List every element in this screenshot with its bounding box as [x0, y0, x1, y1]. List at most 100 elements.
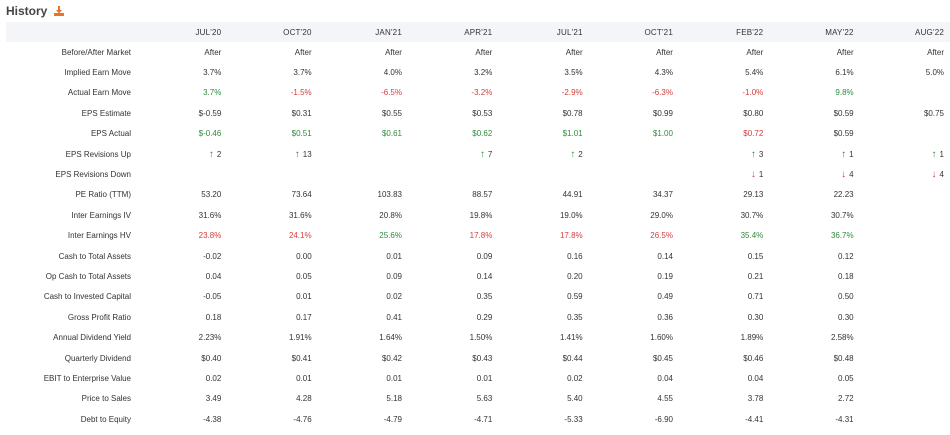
cell-value: 4.55: [657, 394, 673, 404]
cell-value: $0.46: [743, 353, 764, 363]
cell-value: 29.0%: [650, 210, 673, 220]
table-cell: -1.0%: [679, 83, 769, 103]
table-cell: 0.15: [679, 246, 769, 266]
table-cell: [860, 368, 950, 388]
cell-value: 5.18: [386, 394, 402, 404]
table-cell: 0.49: [589, 287, 679, 307]
table-cell: 0.19: [589, 266, 679, 286]
table-cell: $-0.59: [137, 103, 227, 123]
table-body: Before/After Market After After After After A…: [6, 42, 950, 429]
table-row: EPS Revisions Up ↑ 2 ↑ 13 ↑ 7 ↑ 2 ↑ 3 ↑ 1 ↑ 1: [6, 144, 950, 164]
table-cell: 29.13: [679, 185, 769, 205]
table-cell: [860, 266, 950, 286]
cell-value: -3.2%: [471, 88, 493, 98]
table-cell: 0.04: [589, 368, 679, 388]
table-cell: [860, 124, 950, 144]
cell-value: 1: [939, 149, 944, 159]
row-label: EPS Revisions Up: [65, 149, 131, 159]
table-row: Debt to Equity -4.38 -4.76 -4.79 -4.71 -5.33 -…: [6, 409, 950, 429]
table-cell: -4.76: [227, 409, 317, 429]
column-header: JUL'20: [195, 27, 222, 37]
cell-value: 0.18: [205, 312, 222, 322]
cell-value: 1.41%: [559, 333, 583, 343]
table-cell: 0.05: [227, 266, 317, 286]
history-header: History: [0, 0, 950, 22]
cell-value: 36.7%: [830, 231, 854, 241]
table-cell: ↑ 1: [769, 144, 859, 164]
table-cell: -4.41: [679, 409, 769, 429]
table-cell: 0.05: [769, 368, 859, 388]
cell-value: 22.23: [833, 190, 854, 200]
table-cell: 5.0%: [860, 62, 950, 82]
table-cell: 73.64: [227, 185, 317, 205]
table-cell: [589, 164, 679, 184]
cell-value: 4: [849, 170, 854, 180]
row-label: EPS Actual: [90, 129, 131, 139]
table-row: Before/After Market After After After After A…: [6, 42, 950, 62]
cell-value: 3.49: [205, 394, 222, 404]
row-label: PE Ratio (TTM): [75, 190, 131, 200]
cell-value: $0.72: [743, 129, 764, 139]
table-cell: 31.6%: [137, 205, 227, 225]
table-cell: -4.71: [408, 409, 498, 429]
table-cell: -0.02: [137, 246, 227, 266]
cell-value: 0.09: [476, 251, 493, 261]
cell-value: After: [656, 47, 673, 57]
table-cell: $0.43: [408, 348, 498, 368]
table-cell: -6.3%: [589, 83, 679, 103]
cell-value: 35.4%: [740, 231, 764, 241]
table-cell: [860, 205, 950, 225]
table-cell: After: [227, 42, 317, 62]
table-cell: $0.59: [769, 103, 859, 123]
table-cell: 0.59: [498, 287, 588, 307]
table-cell: 2.72: [769, 389, 859, 409]
header-row: JUL'20 OCT'20 JAN'21 APR'21 JUL'21 OCT'21 FEB'…: [6, 22, 950, 42]
cell-value: 0.30: [747, 312, 764, 322]
table-cell: 0.18: [137, 307, 227, 327]
cell-value: 30.7%: [830, 210, 854, 220]
cell-value: $-0.59: [198, 108, 222, 118]
cell-value: -0.02: [203, 251, 222, 261]
cell-value: 4.0%: [383, 68, 402, 78]
cell-value: After: [746, 47, 764, 57]
row-label: EPS Estimate: [81, 108, 131, 118]
cell-value: 5.63: [476, 394, 493, 404]
cell-value: $0.48: [833, 353, 854, 363]
cell-value: 0.35: [567, 312, 583, 322]
export-icon[interactable]: [53, 5, 65, 17]
table-cell: [860, 327, 950, 347]
table-cell: After: [318, 42, 408, 62]
table-cell: ↑ 13: [227, 144, 317, 164]
cell-value: 3.2%: [474, 68, 493, 78]
table-cell: 0.35: [498, 307, 588, 327]
table-cell: -4.79: [318, 409, 408, 429]
cell-value: $0.42: [381, 353, 402, 363]
cell-value: 24.1%: [288, 231, 312, 241]
cell-value: $0.59: [833, 108, 854, 118]
table-cell: 0.17: [227, 307, 317, 327]
table-cell: $1.01: [498, 124, 588, 144]
cell-value: 34.37: [652, 190, 673, 200]
table-cell: After: [498, 42, 588, 62]
table-cell: 0.50: [769, 287, 859, 307]
cell-value: 0.04: [657, 373, 673, 383]
row-label: Debt to Equity: [80, 414, 131, 424]
table-cell: [498, 164, 588, 184]
cell-value: 31.6%: [288, 210, 312, 220]
table-cell: 53.20: [137, 185, 227, 205]
column-header: MAY'22: [825, 27, 854, 37]
table-cell: $0.55: [318, 103, 408, 123]
table-cell: 0.30: [679, 307, 769, 327]
table-cell: [860, 287, 950, 307]
cell-value: 4.3%: [654, 68, 673, 78]
cell-value: 5.40: [567, 394, 583, 404]
cell-value: 3.7%: [203, 88, 222, 98]
row-label: Gross Profit Ratio: [67, 312, 131, 322]
table-cell: 3.7%: [137, 83, 227, 103]
table-cell: 4.28: [227, 389, 317, 409]
table-cell: 0.14: [589, 246, 679, 266]
table-cell: 0.04: [679, 368, 769, 388]
table-cell: 24.1%: [227, 226, 317, 246]
row-label: EPS Revisions Down: [55, 170, 131, 180]
table-row: PE Ratio (TTM) 53.20 73.64 103.83 88.57 44.91…: [6, 185, 950, 205]
